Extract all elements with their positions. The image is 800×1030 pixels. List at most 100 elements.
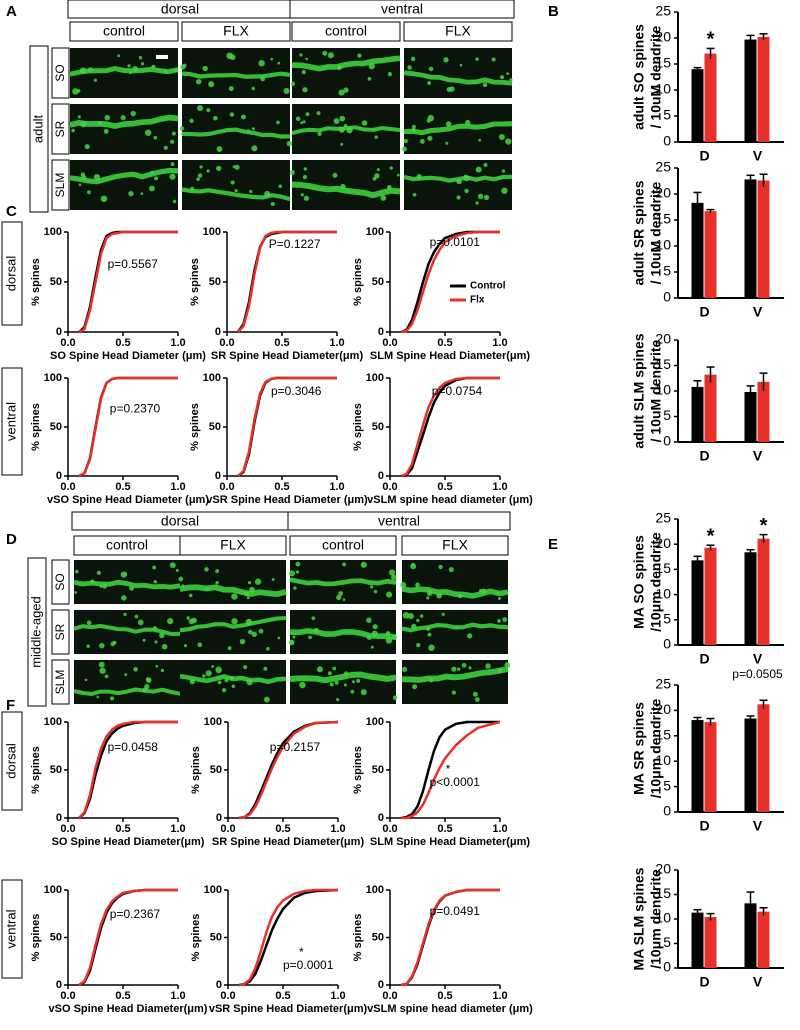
- spine: [295, 561, 301, 567]
- y-tick-label: 50: [372, 421, 384, 433]
- spine: [340, 183, 346, 190]
- spine: [337, 65, 342, 71]
- spine: [130, 110, 136, 117]
- scale-bar: [156, 55, 168, 59]
- bar: [757, 538, 770, 645]
- spine: [402, 612, 410, 619]
- spine: [288, 639, 295, 646]
- spine: [144, 683, 150, 690]
- spine: [361, 120, 368, 126]
- spine: [195, 79, 202, 85]
- spine: [339, 115, 346, 122]
- spine: [205, 587, 209, 591]
- spine: [427, 81, 432, 85]
- x-tick-label: D: [699, 148, 709, 164]
- spine: [305, 57, 309, 61]
- significance: *: [760, 515, 768, 537]
- annotation: p=0.2370: [110, 402, 161, 416]
- x-tick-label: 0.5: [115, 337, 130, 349]
- dendrite: [181, 187, 291, 202]
- spine: [403, 138, 408, 144]
- spine: [474, 697, 480, 702]
- spine: [99, 667, 106, 674]
- x-tick-label: D: [699, 651, 709, 667]
- label-box: [1, 711, 23, 811]
- row-label: SLM: [53, 670, 67, 695]
- cumulative-line: [78, 376, 178, 478]
- spine: [263, 666, 268, 671]
- spine: [132, 66, 138, 72]
- y-tick-label: 25: [655, 510, 671, 526]
- spine: [163, 145, 168, 150]
- panel-label: C: [6, 203, 17, 220]
- annotation: *: [299, 945, 304, 959]
- spine: [436, 592, 442, 599]
- label-box: [51, 103, 70, 155]
- spine: [104, 114, 111, 121]
- spine: [389, 569, 396, 576]
- bar: [744, 179, 757, 298]
- y-tick-label: 15: [655, 727, 671, 743]
- micrograph: [404, 160, 512, 210]
- spine: [498, 133, 505, 141]
- label-box: [1, 221, 23, 326]
- spine: [391, 574, 397, 580]
- spine: [416, 642, 421, 648]
- spine: [215, 666, 222, 674]
- x-tick-label: 1.0: [170, 990, 185, 1002]
- x-tick-label: 0.0: [60, 337, 75, 349]
- y-tick-label: 10: [655, 382, 671, 398]
- spine: [216, 146, 223, 152]
- micrograph: [74, 660, 180, 704]
- x-tick-label: 1.0: [330, 823, 345, 835]
- spine: [88, 67, 93, 73]
- y-axis-label: adult SO spines: [631, 24, 647, 130]
- group-label: ventral: [381, 1, 423, 17]
- spine: [464, 188, 469, 194]
- label-box: [51, 609, 70, 655]
- spine: [228, 86, 234, 92]
- spine: [371, 630, 378, 637]
- spine: [205, 670, 212, 677]
- spine: [277, 636, 281, 640]
- x-tick-label: 0.0: [220, 990, 235, 1002]
- spine: [412, 684, 418, 690]
- spine: [74, 569, 79, 574]
- spine: [327, 671, 332, 676]
- y-axis-label: /10μm dendrite: [648, 532, 664, 632]
- x-tick-label: 0.0: [60, 990, 75, 1002]
- spine: [478, 589, 483, 593]
- spine: [446, 87, 452, 92]
- spine: [77, 115, 81, 119]
- condition-label: FLX: [223, 23, 249, 39]
- spine: [316, 666, 324, 673]
- y-axis-label: MA SR spines: [631, 702, 647, 795]
- group-label: dorsal: [161, 513, 199, 529]
- y-tick-label: 5: [663, 263, 671, 279]
- spine: [427, 135, 433, 141]
- annotation: p<0.0001: [430, 775, 481, 789]
- spine: [300, 121, 304, 125]
- dendrite: [69, 114, 179, 129]
- spine: [161, 643, 168, 650]
- spine: [199, 165, 203, 169]
- y-tick-label: 25: [655, 3, 671, 19]
- y-tick-label: 100: [366, 372, 384, 384]
- spine: [86, 620, 92, 626]
- x-tick-label: D: [699, 448, 709, 464]
- spine: [271, 578, 275, 581]
- spine: [455, 625, 459, 629]
- spine: [234, 188, 238, 193]
- x-tick-label: 1.0: [492, 337, 507, 349]
- condition-label: control: [106, 537, 148, 553]
- cumulative-line: [78, 376, 178, 478]
- spine: [400, 582, 407, 588]
- spine: [475, 166, 482, 173]
- bar: [757, 180, 770, 298]
- bar: [757, 911, 770, 968]
- micrograph: [180, 610, 286, 654]
- spine: [501, 169, 506, 173]
- y-tick-label: 25: [655, 159, 671, 175]
- x-tick-label: V: [753, 448, 763, 464]
- dendrite: [73, 623, 181, 637]
